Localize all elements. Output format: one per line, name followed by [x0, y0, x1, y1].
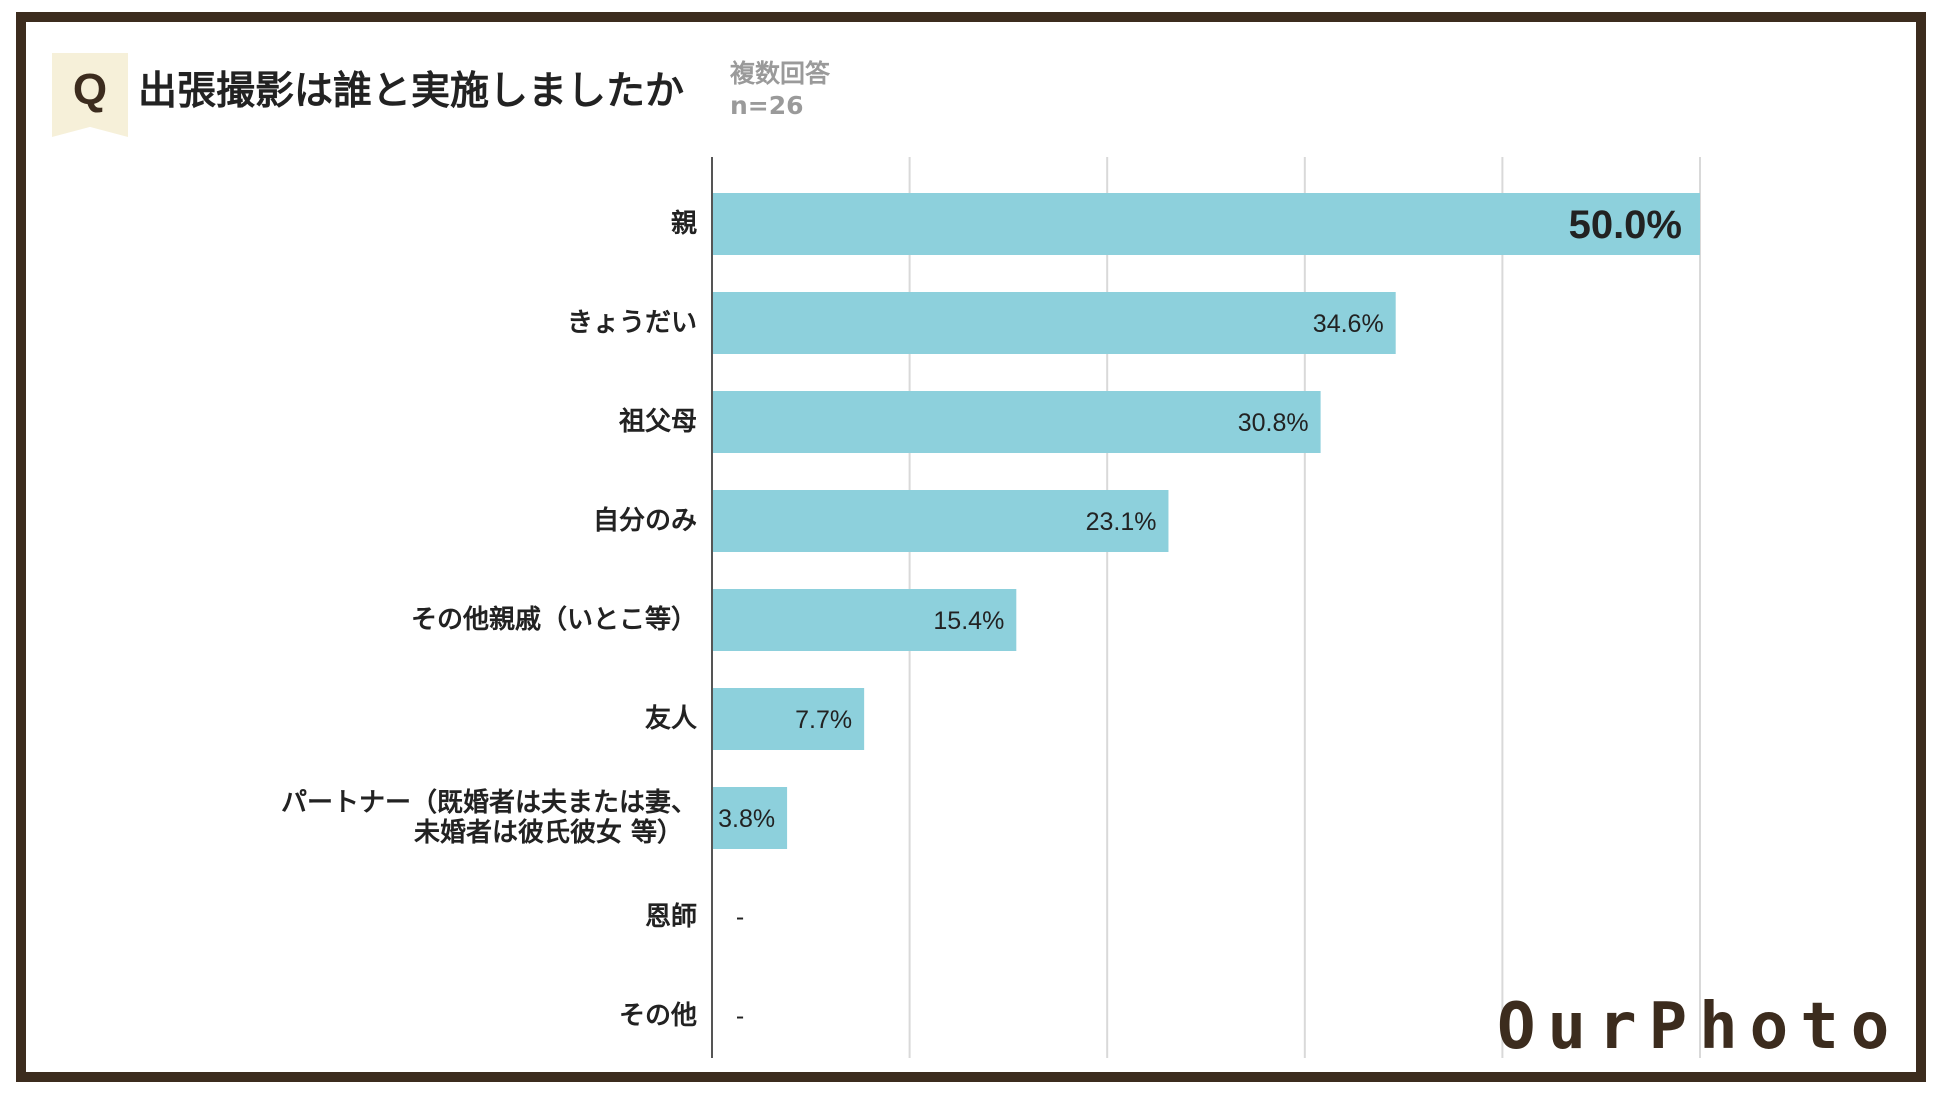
data-label-9: -	[736, 1002, 744, 1030]
bar-2	[712, 292, 1396, 354]
data-label-8: -	[736, 903, 744, 931]
category-label-1: 親	[670, 209, 697, 239]
category-label-7: パートナー（既婚者は夫または妻、 未婚者は彼氏彼女 等）	[280, 788, 697, 848]
category-label-6: 友人	[644, 704, 697, 734]
subtitle-sample-size: n=26	[730, 91, 804, 120]
ourphoto-logo: OurPhoto	[1497, 990, 1902, 1064]
chart-title: 出張撮影は誰と実施しましたか	[138, 69, 685, 114]
category-label-2: きょうだい	[566, 308, 697, 338]
question-badge: Q	[52, 53, 128, 137]
data-label-3: 30.8%	[1238, 409, 1309, 437]
bar-3	[712, 391, 1321, 453]
category-label-5: その他親戚（いとこ等）	[410, 605, 697, 635]
bar-5	[712, 589, 1017, 651]
category-label-3: 祖父母	[618, 407, 697, 437]
category-label-4: 自分のみ	[592, 506, 697, 536]
data-label-1: 50.0%	[1569, 203, 1682, 247]
data-label-7: 3.8%	[718, 805, 775, 833]
bar-6	[712, 688, 865, 750]
data-label-4: 23.1%	[1086, 508, 1157, 536]
subtitle-answer-type: 複数回答	[730, 59, 831, 88]
question-badge-letter: Q	[72, 65, 108, 114]
bar-7	[712, 787, 788, 849]
bar-1	[712, 193, 1700, 255]
data-label-5: 15.4%	[933, 607, 1004, 635]
data-label-6: 7.7%	[795, 706, 852, 734]
category-label-9: その他	[618, 1001, 697, 1031]
category-label-8: 恩師	[644, 902, 697, 932]
chart-subtitle: 複数回答 n=26	[730, 58, 830, 122]
bar-4	[712, 490, 1169, 552]
data-label-2: 34.6%	[1313, 310, 1384, 338]
